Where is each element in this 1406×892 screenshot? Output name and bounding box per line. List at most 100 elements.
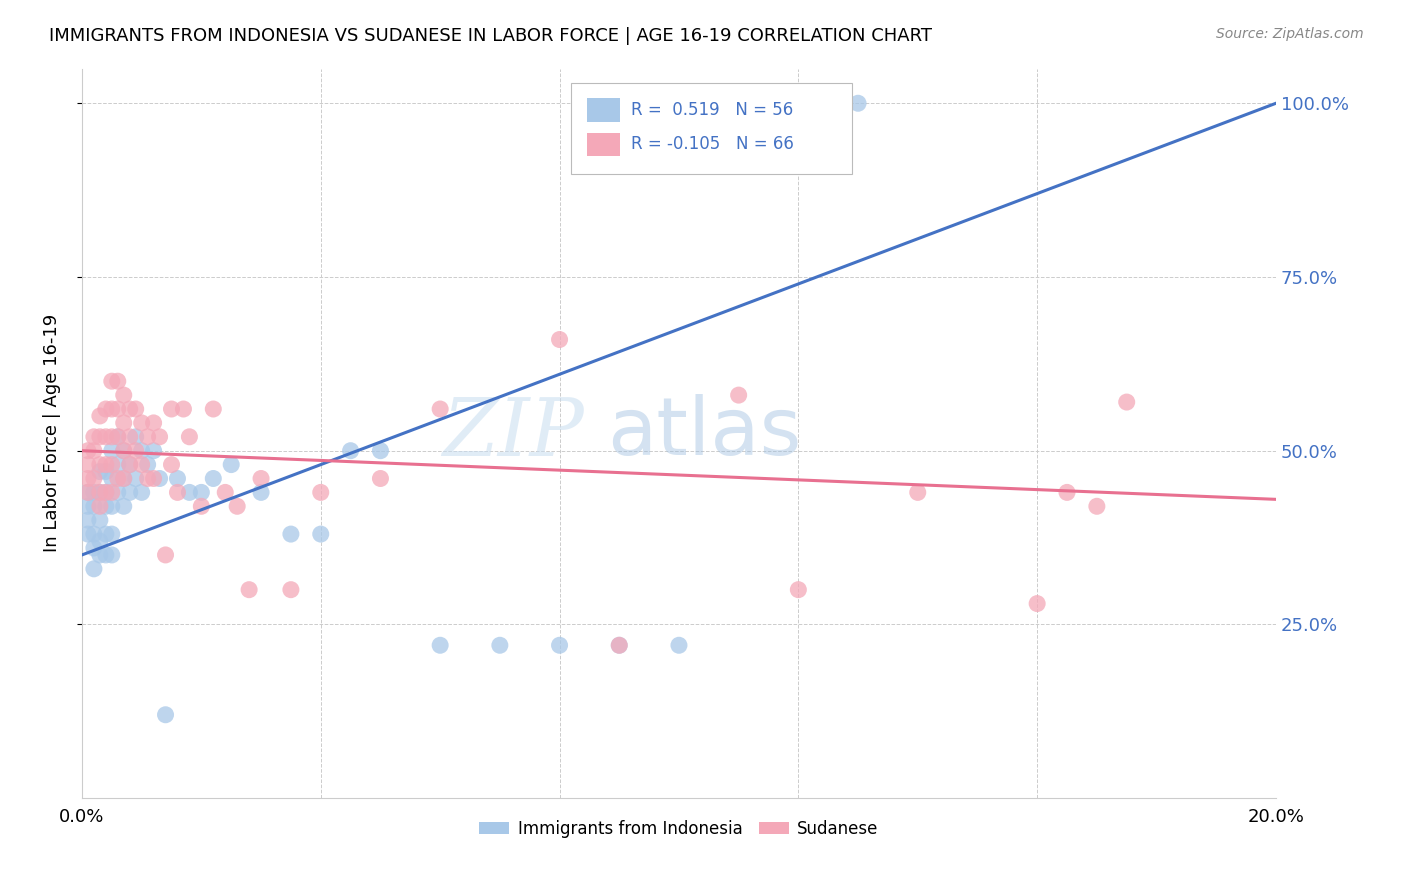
Point bbox=[118, 458, 141, 472]
Point bbox=[112, 416, 135, 430]
Point bbox=[142, 471, 165, 485]
Point bbox=[77, 485, 100, 500]
Point bbox=[136, 458, 159, 472]
Point bbox=[607, 638, 630, 652]
Point bbox=[101, 430, 124, 444]
FancyBboxPatch shape bbox=[571, 83, 852, 174]
Point bbox=[94, 527, 117, 541]
FancyBboxPatch shape bbox=[588, 133, 620, 156]
Point bbox=[489, 638, 512, 652]
Point bbox=[94, 465, 117, 479]
Point bbox=[83, 430, 105, 444]
Point bbox=[238, 582, 260, 597]
Point bbox=[112, 443, 135, 458]
Point bbox=[429, 402, 451, 417]
Point bbox=[101, 374, 124, 388]
Point bbox=[160, 458, 183, 472]
Point bbox=[118, 458, 141, 472]
Point bbox=[142, 443, 165, 458]
Text: ZIP: ZIP bbox=[441, 394, 583, 472]
Point bbox=[118, 402, 141, 417]
Point bbox=[89, 409, 111, 423]
Point bbox=[83, 500, 105, 514]
Point bbox=[83, 562, 105, 576]
Point bbox=[112, 471, 135, 485]
Point bbox=[107, 471, 129, 485]
Point bbox=[89, 430, 111, 444]
Legend: Immigrants from Indonesia, Sudanese: Immigrants from Indonesia, Sudanese bbox=[472, 814, 886, 845]
Point bbox=[77, 458, 100, 472]
Point bbox=[202, 471, 225, 485]
Text: R =  0.519   N = 56: R = 0.519 N = 56 bbox=[631, 101, 793, 120]
Point bbox=[83, 541, 105, 555]
Point bbox=[309, 527, 332, 541]
Point bbox=[107, 458, 129, 472]
Point bbox=[190, 500, 212, 514]
Point bbox=[101, 402, 124, 417]
Point bbox=[250, 471, 273, 485]
Point bbox=[94, 500, 117, 514]
Point bbox=[83, 485, 105, 500]
Point bbox=[219, 458, 242, 472]
Point bbox=[94, 402, 117, 417]
Point bbox=[125, 430, 148, 444]
Point bbox=[250, 485, 273, 500]
Point bbox=[101, 471, 124, 485]
Point bbox=[89, 465, 111, 479]
Point bbox=[89, 534, 111, 549]
Point bbox=[112, 388, 135, 402]
Point bbox=[107, 430, 129, 444]
Point bbox=[668, 638, 690, 652]
Point bbox=[89, 458, 111, 472]
Point bbox=[787, 582, 810, 597]
Point bbox=[89, 513, 111, 527]
Point bbox=[339, 443, 361, 458]
Point bbox=[101, 458, 124, 472]
Point bbox=[148, 430, 170, 444]
Point bbox=[94, 430, 117, 444]
Point bbox=[77, 485, 100, 500]
Point bbox=[101, 527, 124, 541]
Point bbox=[202, 402, 225, 417]
Point bbox=[166, 485, 188, 500]
Point bbox=[112, 500, 135, 514]
Point bbox=[155, 548, 177, 562]
Point bbox=[548, 333, 571, 347]
Point bbox=[77, 527, 100, 541]
Point bbox=[112, 443, 135, 458]
Point bbox=[107, 374, 129, 388]
Point bbox=[309, 485, 332, 500]
Point bbox=[846, 96, 869, 111]
Point bbox=[179, 485, 201, 500]
Point bbox=[214, 485, 236, 500]
Point bbox=[101, 500, 124, 514]
Point bbox=[125, 402, 148, 417]
Point bbox=[107, 402, 129, 417]
Point bbox=[226, 500, 249, 514]
Point bbox=[77, 500, 100, 514]
Point bbox=[94, 485, 117, 500]
Point bbox=[101, 485, 124, 500]
Point bbox=[89, 548, 111, 562]
Point bbox=[142, 416, 165, 430]
Point bbox=[94, 548, 117, 562]
Point bbox=[131, 416, 153, 430]
Point bbox=[179, 430, 201, 444]
Point bbox=[125, 471, 148, 485]
Point bbox=[727, 388, 749, 402]
Point bbox=[429, 638, 451, 652]
Point bbox=[89, 485, 111, 500]
Point bbox=[172, 402, 194, 417]
Point bbox=[1056, 485, 1078, 500]
Point bbox=[94, 458, 117, 472]
Point bbox=[125, 443, 148, 458]
Point bbox=[166, 471, 188, 485]
Point bbox=[136, 471, 159, 485]
Point bbox=[280, 582, 302, 597]
Point bbox=[370, 471, 392, 485]
Point bbox=[160, 402, 183, 417]
Point bbox=[83, 471, 105, 485]
Point bbox=[83, 527, 105, 541]
Point bbox=[77, 513, 100, 527]
Point bbox=[148, 471, 170, 485]
